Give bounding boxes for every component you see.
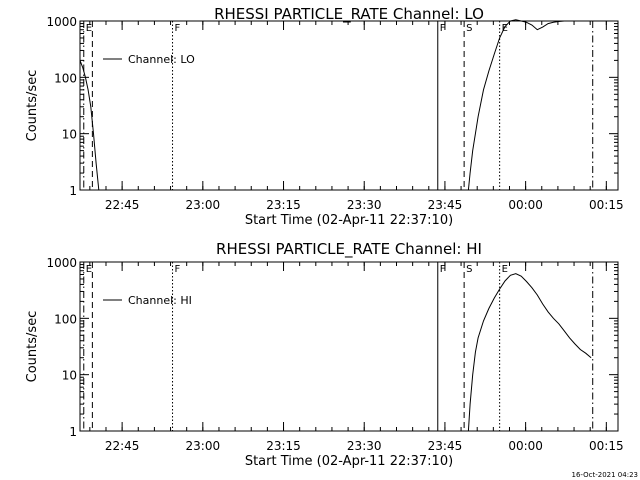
plot-frame — [79, 261, 619, 432]
legend-label: Channel: LO — [128, 53, 195, 66]
plot-timestamp: 16-Oct-2021 04:23 — [572, 471, 638, 479]
legend-label: Channel: HI — [128, 294, 192, 307]
chart-title: RHESSI PARTICLE_RATE Channel: LO — [214, 5, 484, 24]
event-marker-label: S — [466, 264, 472, 275]
y-axis-label: Counts/sec — [25, 311, 40, 383]
event-marker-label: E — [502, 264, 508, 275]
y-tick-label: 1000 — [46, 256, 77, 270]
chart-title: RHESSI PARTICLE_RATE Channel: HI — [216, 240, 482, 259]
x-axis-label: Start Time (02-Apr-11 22:37:10) — [245, 454, 453, 469]
event-marker-label: E — [502, 23, 508, 34]
x-tick-label: 23:00 — [186, 439, 221, 453]
legend: Channel: HI — [103, 294, 192, 307]
x-tick-label: 23:45 — [428, 198, 463, 212]
x-tick-label: 23:45 — [428, 439, 463, 453]
y-tick-label: 1 — [69, 184, 77, 198]
x-tick-label: 22:45 — [105, 439, 140, 453]
y-tick-label: 100 — [54, 71, 77, 85]
y-tick-label: 10 — [62, 369, 77, 383]
x-tick-label: 23:30 — [347, 439, 382, 453]
x-tick-label: 23:15 — [266, 198, 301, 212]
x-tick-label: 23:15 — [266, 439, 301, 453]
event-marker-label: F — [440, 23, 446, 34]
x-tick-label: 00:15 — [589, 439, 624, 453]
series-line — [79, 60, 100, 191]
x-tick-label: 00:15 — [589, 198, 624, 212]
event-marker-label: F — [175, 264, 181, 275]
event-marker-label: F — [440, 264, 446, 275]
y-axis-label: Counts/sec — [25, 70, 40, 142]
event-marker-label: S — [466, 23, 472, 34]
y-tick-label: 1000 — [46, 15, 77, 29]
x-tick-label: 22:45 — [105, 198, 140, 212]
series-line — [467, 273, 592, 432]
x-tick-label: 23:30 — [347, 198, 382, 212]
x-tick-label: 00:00 — [508, 198, 543, 212]
y-tick-label: 100 — [54, 312, 77, 326]
x-axis-label: Start Time (02-Apr-11 22:37:10) — [245, 213, 453, 228]
event-marker-label: F — [175, 23, 181, 34]
x-tick-label: 00:00 — [508, 439, 543, 453]
series-line — [467, 19, 592, 191]
chart-panel-lo: RHESSI PARTICLE_RATE Channel: LO 1 10 100 10… — [25, 5, 624, 228]
plot-frame — [79, 20, 619, 191]
y-tick-label: 10 — [62, 128, 77, 142]
chart-panel-hi: RHESSI PARTICLE_RATE Channel: HI 1 10 100 10… — [25, 240, 624, 469]
x-tick-label: 23:00 — [186, 198, 221, 212]
event-marker-label: E — [86, 264, 92, 275]
y-tick-label: 1 — [69, 425, 77, 439]
event-marker-label: E — [86, 23, 92, 34]
legend: Channel: LO — [103, 53, 195, 66]
